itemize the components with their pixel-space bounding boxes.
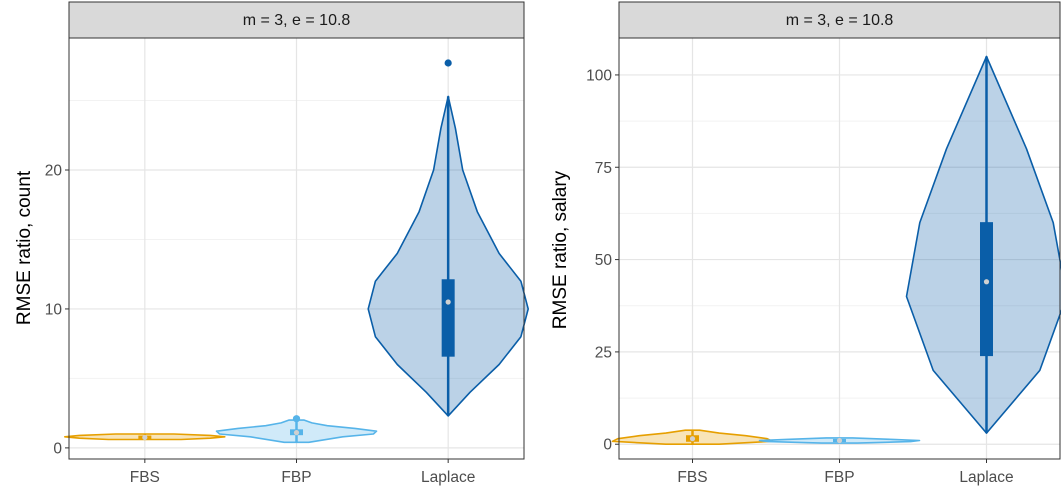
y-tick-label: 100 [586, 67, 612, 84]
panel-salary-plot: 0 25 50 75 100 FBS FBP Laplace [586, 38, 1061, 486]
median-point-laplace [983, 279, 990, 285]
panel-count-plot: 0 10 20 FBS FBP Laplace [45, 38, 529, 486]
panel-count-border [68, 37, 525, 460]
panel-count-strip [68, 1, 525, 39]
x-tick-label-fbs: FBS [677, 469, 707, 486]
panel-count-y-axis-label: RMSE ratio, count [14, 170, 35, 325]
x-tick-label-fbp: FBP [281, 469, 311, 486]
panel-salary-y-axis-label: RMSE ratio, salary [550, 170, 571, 329]
panel-salary-border [618, 37, 1061, 460]
outlier-point-fbp [292, 415, 301, 423]
panel-count-strip-label: m = 3, e = 10.8 [243, 12, 351, 29]
outlier-point-laplace [444, 59, 452, 67]
x-tick-label-fbs: FBS [130, 469, 160, 486]
y-tick-label: 25 [595, 344, 612, 361]
median-point-fbp [836, 437, 843, 444]
panel-count: m = 3, e = 10.8 0 10 20 FBS FBP Laplace RMSE … [14, 1, 529, 486]
iqr-box-laplace [980, 222, 993, 357]
y-tick-label: 75 [595, 160, 612, 177]
panel-salary-strip-label: m = 3, e = 10.8 [786, 12, 894, 29]
median-point-fbs [142, 434, 148, 441]
y-tick-label: 0 [53, 440, 62, 457]
y-tick-label: 50 [595, 252, 613, 269]
x-tick-label-fbp: FBP [824, 469, 854, 486]
y-tick-label: 0 [603, 437, 612, 454]
median-point-fbs [689, 436, 696, 442]
median-point-laplace [445, 299, 451, 305]
x-tick-label-laplace: Laplace [959, 469, 1013, 486]
y-tick-label: 10 [45, 301, 63, 318]
iqr-box-laplace [441, 279, 455, 357]
y-tick-label: 20 [45, 162, 63, 179]
x-tick-label-laplace: Laplace [421, 469, 475, 486]
median-point-fbp [293, 430, 300, 436]
